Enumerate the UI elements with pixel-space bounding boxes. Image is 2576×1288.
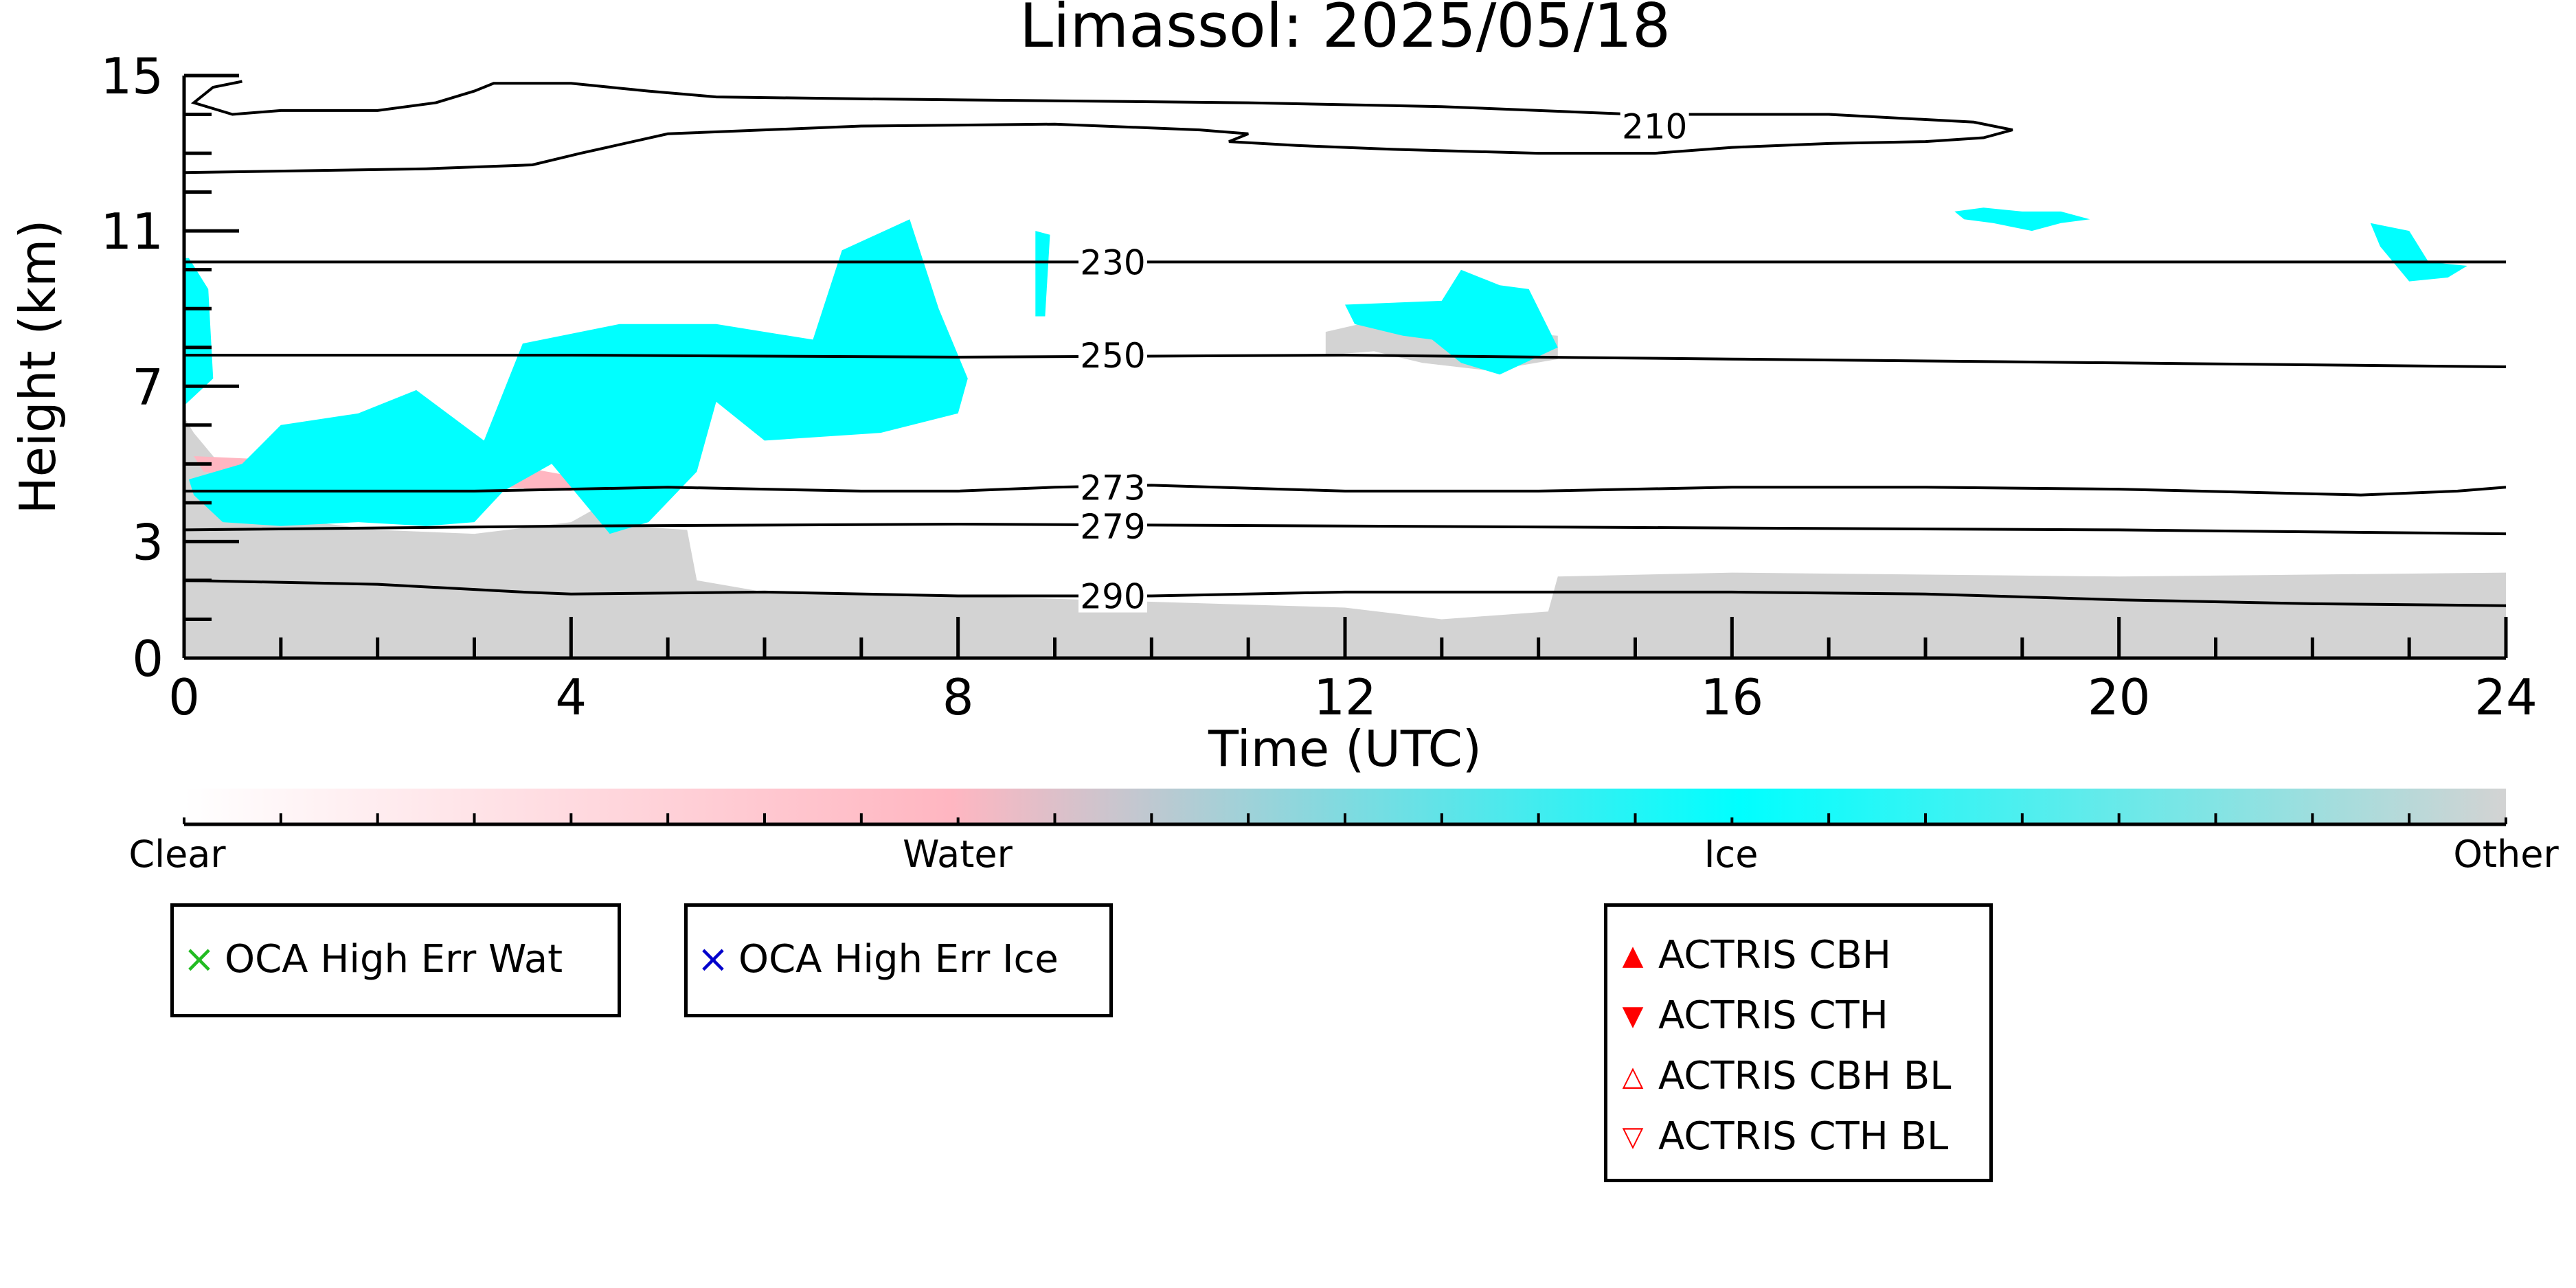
y-tick-label: 0 [132, 630, 163, 688]
ice-region [2370, 223, 2467, 282]
colorbar-label-other: Other [2453, 833, 2559, 876]
contour-label-bg [1620, 108, 1689, 143]
plot-axes: 0 4 8 12 16 20 24 0 3 7 11 15 [100, 47, 2537, 726]
legend-entry: ▲ ACTRIS CBH [1616, 933, 1891, 978]
legend-entry: ▽ ACTRIS CTH BL [1616, 1114, 1949, 1159]
colorbar-label-ice: Ice [1704, 833, 1759, 876]
legend-label: ACTRIS CTH BL [1658, 1114, 1949, 1159]
x-tick-label: 16 [1701, 668, 1764, 726]
ice-region [184, 258, 214, 406]
triangle-up-filled-icon: ▲ [1622, 939, 1644, 971]
contour-label-210: 210 [1622, 106, 1687, 146]
legend-entry: ▼ ACTRIS CTH [1616, 993, 1888, 1038]
y-tick-label: 7 [132, 358, 163, 416]
y-axis-label: Height (km) [9, 220, 67, 515]
legend-entry: × OCA High Err Ice [696, 937, 1059, 982]
contour-250 [184, 353, 2506, 368]
contour-label-290: 290 [1080, 577, 1145, 617]
contour-label-273: 273 [1080, 468, 1145, 508]
legend-label: ACTRIS CBH [1658, 933, 1892, 978]
y-tick-label: 3 [132, 513, 163, 571]
ice-region [1035, 231, 1050, 317]
x-tick-label: 12 [1313, 668, 1377, 726]
x-tick-label: 0 [168, 668, 200, 726]
colorbar-label-water: Water [903, 833, 1013, 876]
contour-label-279: 279 [1080, 507, 1145, 547]
contour-label-bg [1078, 337, 1147, 372]
y-tick-label: 11 [100, 203, 163, 260]
legend-entry: △ ACTRIS CBH BL [1616, 1054, 1952, 1098]
triangle-down-outline-icon: ▽ [1622, 1120, 1644, 1153]
contour-210 [184, 80, 2013, 174]
chart-title: Limassol: 2025/05/18 [1019, 0, 1671, 61]
other-region [184, 417, 2506, 658]
x-tick-label: 24 [2474, 668, 2538, 726]
classification-regions [184, 207, 2506, 658]
x-tick-label: 8 [942, 668, 974, 726]
triangle-down-filled-icon: ▼ [1622, 999, 1644, 1032]
contour-290 [184, 578, 2506, 607]
legend-label: ACTRIS CBH BL [1658, 1054, 1952, 1098]
colorbar-label-clear: Clear [128, 833, 226, 876]
ice-region [189, 219, 968, 534]
cross-marker-icon: × [697, 937, 730, 982]
contour-label-bg [1078, 508, 1147, 543]
legend-label: OCA High Err Ice [738, 937, 1059, 982]
x-axis-label: Time (UTC) [1208, 720, 1482, 778]
ice-region [1345, 269, 1558, 375]
triangle-up-outline-icon: △ [1622, 1060, 1644, 1092]
legend-label: OCA High Err Wat [225, 937, 563, 982]
cross-marker-icon: × [183, 937, 216, 982]
class-colorbar: Clear Water Ice Other [128, 789, 2559, 876]
legend-oca-water: × OCA High Err Wat [170, 903, 621, 1017]
ice-region [1954, 207, 2090, 231]
contour-273 [184, 484, 2506, 497]
contour-279 [184, 522, 2506, 536]
legend-label: ACTRIS CTH [1658, 993, 1888, 1038]
x-tick-label: 4 [555, 668, 587, 726]
contour-label-230: 230 [1080, 242, 1145, 282]
y-tick-label: 15 [100, 47, 163, 105]
legend-actris: ▲ ACTRIS CBH ▼ ACTRIS CTH △ ACTRIS CBH B… [1604, 903, 1993, 1182]
x-tick-label: 20 [2088, 668, 2151, 726]
legend-entry: × OCA High Err Wat [182, 937, 563, 982]
contour-label-bg [1078, 578, 1147, 613]
contour-label-bg [1078, 244, 1147, 279]
contour-label-bg [1078, 469, 1147, 504]
legend-oca-ice: × OCA High Err Ice [684, 903, 1113, 1017]
contour-label-250: 250 [1080, 336, 1145, 376]
